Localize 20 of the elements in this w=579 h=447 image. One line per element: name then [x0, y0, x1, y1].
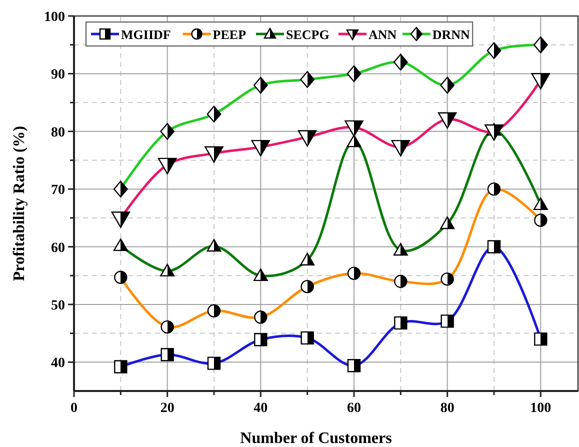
legend-label: MGIIDF — [121, 27, 171, 42]
y-tick-label: 100 — [44, 10, 65, 25]
legend-label: SECPG — [286, 27, 330, 42]
x-tick-label: 100 — [530, 401, 552, 416]
legend-label: ANN — [368, 27, 398, 42]
y-tick-label: 60 — [51, 240, 65, 256]
x-tick-label: 20 — [160, 401, 174, 416]
y-tick-label: 80 — [51, 125, 65, 140]
y-tick-label: 50 — [51, 298, 65, 314]
y-axis-title: Profitability Ratio (%) — [11, 126, 28, 282]
y-tick-label: 90 — [51, 68, 65, 83]
x-tick-label: 40 — [254, 401, 268, 416]
y-tick-label: 70 — [51, 183, 65, 198]
x-tick-label: 60 — [347, 401, 361, 416]
y-tick-label: 40 — [51, 356, 65, 372]
x-axis-title: Number of Customers — [240, 430, 392, 447]
legend-label: DRNN — [432, 27, 471, 42]
x-tick-label: 0 — [70, 401, 78, 416]
legend-label: PEEP — [212, 27, 246, 42]
x-tick-label: 80 — [440, 401, 454, 416]
